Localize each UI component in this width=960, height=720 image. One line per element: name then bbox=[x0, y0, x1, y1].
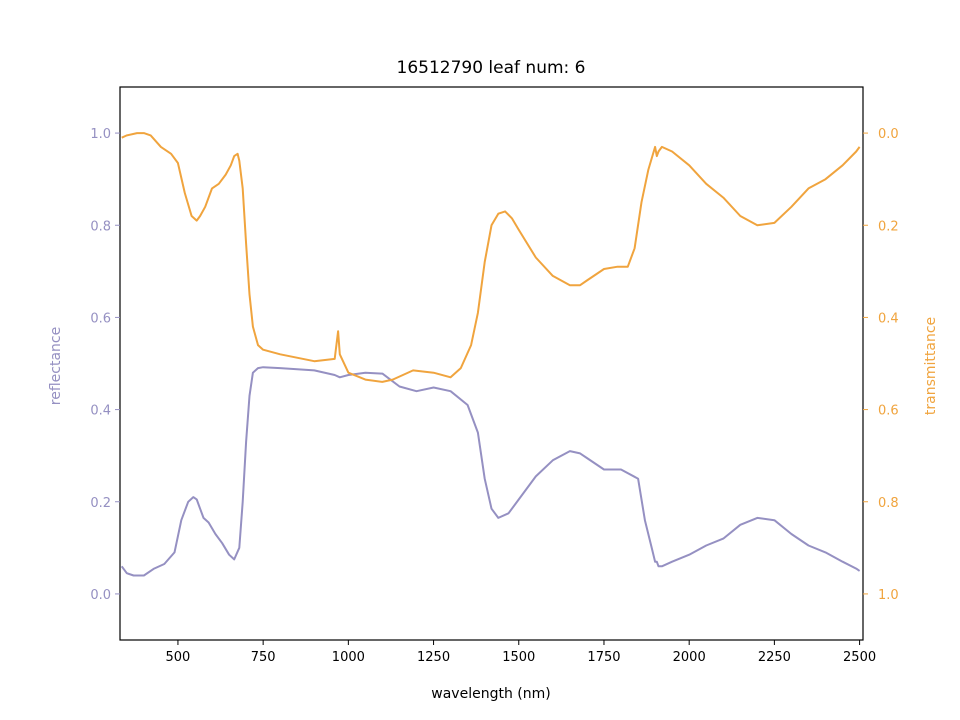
x-tick-label: 2000 bbox=[673, 650, 706, 665]
y-right-tick-label: 1.0 bbox=[878, 588, 899, 603]
y-left-tick-label: 0.2 bbox=[90, 496, 111, 511]
y-right-tick-label: 0.4 bbox=[878, 311, 899, 326]
y-left-tick-label: 0.8 bbox=[90, 219, 111, 234]
y-right-tick-label: 0.6 bbox=[878, 404, 899, 419]
y-left-tick-label: 0.6 bbox=[90, 311, 111, 326]
plot-area-frame bbox=[119, 86, 864, 641]
x-tick-label: 1500 bbox=[502, 650, 535, 665]
x-tick-label: 1250 bbox=[417, 650, 450, 665]
x-tick-label: 1000 bbox=[332, 650, 365, 665]
x-tick-label: 2250 bbox=[758, 650, 791, 665]
x-tick-label: 500 bbox=[166, 650, 191, 665]
y-left-tick-label: 1.0 bbox=[90, 127, 111, 142]
y-left-tick-label: 0.4 bbox=[90, 404, 111, 419]
y-left-tick-label: 0.0 bbox=[90, 588, 111, 603]
series-line-reflectance bbox=[120, 366, 861, 577]
y-axis-right: 0.0 0.2 0.4 0.6 0.8 1.0 bbox=[863, 127, 899, 603]
y-axis-left: 0.0 0.2 0.4 0.6 0.8 1.0 bbox=[90, 127, 120, 603]
y-right-tick-label: 0.2 bbox=[878, 219, 899, 234]
y-right-tick-label: 0.8 bbox=[878, 496, 899, 511]
series-line-transmittance bbox=[121, 132, 861, 383]
x-tick-label: 1750 bbox=[587, 650, 620, 665]
x-axis: 500 750 1000 1250 1500 1750 2000 2250 2500 bbox=[166, 640, 876, 665]
chart-title: 16512790 leaf num: 6 bbox=[397, 58, 586, 78]
x-tick-label: 2500 bbox=[843, 650, 876, 665]
x-tick-label: 750 bbox=[251, 650, 276, 665]
y-right-tick-label: 0.0 bbox=[878, 127, 899, 142]
y-axis-left-title: reflectance bbox=[48, 327, 64, 405]
y-axis-right-title: transmittance bbox=[923, 317, 939, 415]
x-axis-title: wavelength (nm) bbox=[431, 686, 550, 702]
series-layer bbox=[120, 132, 861, 577]
